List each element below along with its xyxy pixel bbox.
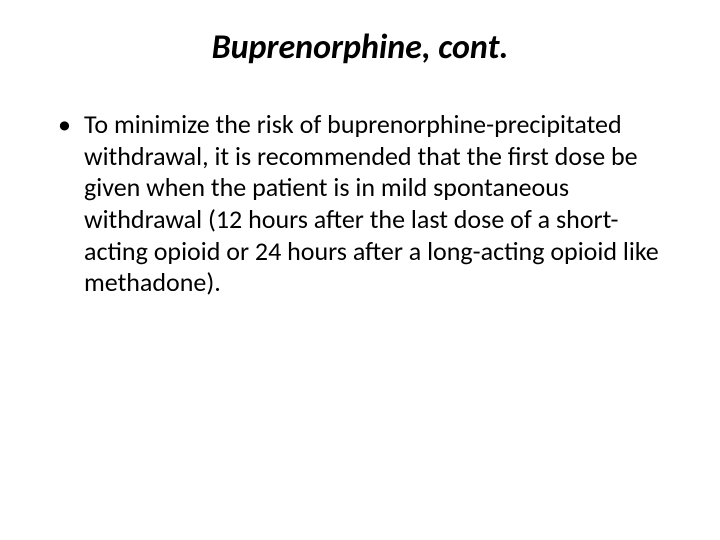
bullet-item: To minimize the risk of buprenorphine-pr… [56, 109, 672, 299]
slide-title: Buprenorphine, cont. [48, 28, 672, 69]
bullet-list: To minimize the risk of buprenorphine-pr… [48, 109, 672, 299]
slide-container: Buprenorphine, cont. To minimize the ris… [0, 0, 720, 540]
